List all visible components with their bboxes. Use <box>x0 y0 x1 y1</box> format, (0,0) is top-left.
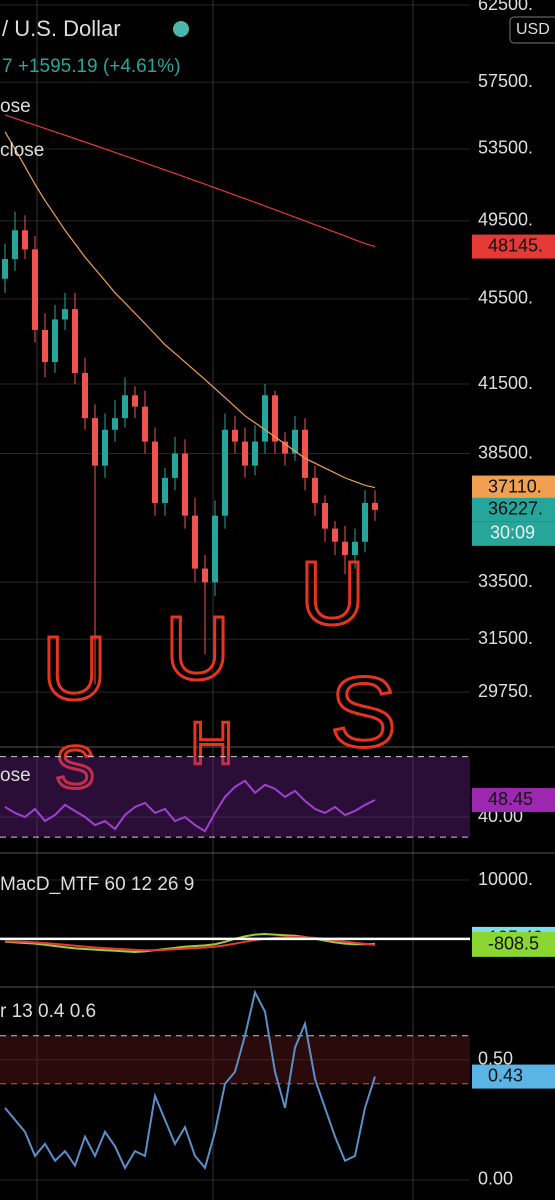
candle-body <box>242 441 248 466</box>
candle-body <box>212 515 218 583</box>
price-tag <box>472 1064 555 1089</box>
candle-body <box>342 541 348 556</box>
candle-body <box>332 528 338 542</box>
legend-entry: r 13 0.4 0.6 <box>0 1001 96 1022</box>
candle-body <box>102 429 108 466</box>
price-tag-label: 48145. <box>488 235 543 255</box>
y-tick-label: 38500. <box>478 442 533 462</box>
candle-body <box>372 502 378 510</box>
candle-body <box>362 502 368 542</box>
countdown: 30:09 <box>490 523 535 543</box>
candle-body <box>252 441 258 466</box>
price-tag-label: 0.43 <box>488 1065 523 1085</box>
candle-body <box>112 418 118 430</box>
candle-body <box>152 441 158 503</box>
candle-body <box>32 249 38 330</box>
series-line <box>4 779 376 833</box>
legend-entry: ose <box>0 765 31 786</box>
series-line <box>4 114 376 248</box>
chart-title: / U.S. Dollar <box>2 16 121 41</box>
candle-body <box>42 329 48 363</box>
y-tick-label: 49500. <box>478 210 533 230</box>
candle-body <box>132 395 138 407</box>
price-tag-label: 36227. <box>488 499 543 519</box>
band-fill <box>0 756 470 838</box>
y-tick-label: 10000. <box>478 869 533 889</box>
countdown-box <box>472 521 555 546</box>
candle-body <box>22 230 28 250</box>
currency-box <box>509 16 555 44</box>
series-line <box>4 989 376 1171</box>
hand-annotation: U <box>42 619 107 719</box>
candle-body <box>222 429 228 516</box>
y-tick-label: 0.00 <box>478 1169 513 1189</box>
legend-entry: ose <box>0 96 31 117</box>
candle-body <box>282 441 288 454</box>
hand-annotation: U <box>300 544 365 644</box>
candle-body <box>12 230 18 260</box>
price-tag-label: 37110. <box>488 476 542 496</box>
price-tag <box>472 932 555 957</box>
currency: USD <box>516 21 550 38</box>
candle-body <box>232 429 238 442</box>
candle-body <box>272 395 278 442</box>
candle-body <box>62 309 68 320</box>
y-tick-label: 0.50 <box>478 1048 513 1068</box>
candle-body <box>52 319 58 363</box>
price-tag-label: 48.45 <box>488 789 533 809</box>
y-tick-label: 62500. <box>478 0 533 14</box>
price-tag <box>472 234 555 259</box>
legend-entry: close <box>0 140 44 161</box>
candle-body <box>352 541 358 556</box>
candle-body <box>2 259 8 279</box>
candle-body <box>182 453 188 516</box>
legend-entry: MacD_MTF 60 12 26 9 <box>0 874 194 895</box>
y-tick-label: 53500. <box>478 138 533 158</box>
price-tag <box>472 475 555 500</box>
price-tag-label: -808.5 <box>488 934 539 954</box>
y-tick-label: 29750. <box>478 681 533 701</box>
candle-body <box>202 568 208 583</box>
candle-body <box>122 395 128 419</box>
y-tick-label: 41500. <box>478 373 533 393</box>
hand-annotation: H <box>190 710 233 777</box>
candle-body <box>72 309 78 373</box>
y-tick-label: 57500. <box>478 71 533 91</box>
status-dot <box>173 21 189 37</box>
candle-body <box>172 453 178 478</box>
candle-body <box>92 418 98 466</box>
price-change: 7 +1595.19 (+4.61%) <box>2 56 181 77</box>
price-tag <box>472 788 555 813</box>
candle-body <box>292 429 298 454</box>
candle-body <box>302 429 308 478</box>
hand-annotation: S <box>55 734 95 801</box>
hand-annotation: S <box>330 656 397 768</box>
candle-body <box>262 395 268 442</box>
candle-body <box>312 477 318 503</box>
candle-body <box>162 477 168 503</box>
band-fill <box>0 1035 470 1084</box>
series-line <box>4 131 376 489</box>
y-tick-label: 33500. <box>478 571 533 591</box>
candle-body <box>82 372 88 419</box>
hand-annotation: U <box>165 599 230 699</box>
candle-body <box>142 406 148 442</box>
candle-body <box>322 502 328 529</box>
y-tick-label: 45500. <box>478 288 533 308</box>
candle-body <box>192 515 198 569</box>
y-tick-label: 31500. <box>478 628 533 648</box>
price-tag <box>472 497 555 522</box>
